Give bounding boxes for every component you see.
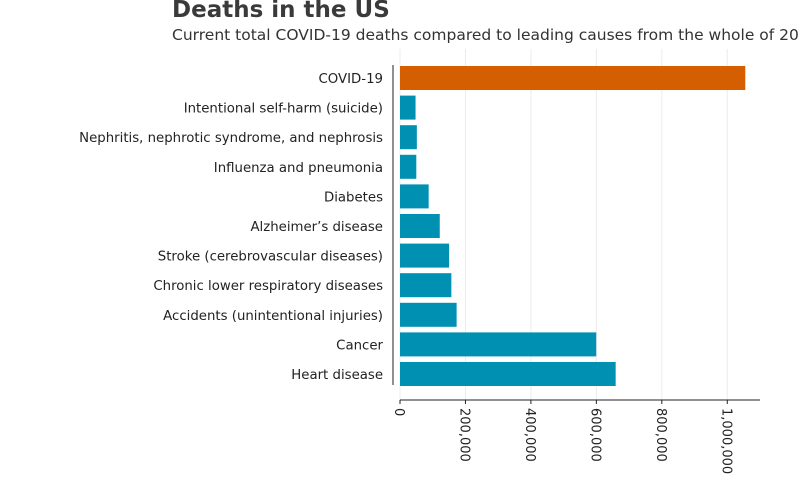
bar	[400, 154, 417, 179]
category-label: Alzheimer’s disease	[250, 220, 383, 235]
category-label: Accidents (unintentional injuries)	[163, 309, 383, 324]
bar	[400, 184, 429, 209]
category-label: Chronic lower respiratory diseases	[153, 279, 383, 294]
bar	[400, 362, 616, 386]
bars	[400, 66, 746, 386]
category-labels: COVID-19 Intentional self-harm (suicide) N…	[79, 72, 383, 383]
chart-title: Deaths in the US	[172, 0, 390, 23]
x-tick-label: 600,000	[587, 408, 602, 462]
x-tick-label: 1,000,000	[718, 408, 733, 474]
category-label: Influenza and pneumonia	[214, 161, 383, 176]
x-tick-label: 800,000	[653, 408, 668, 462]
bar	[400, 302, 457, 327]
bar	[400, 332, 597, 357]
category-label: COVID-19	[319, 72, 384, 87]
bar	[400, 66, 746, 90]
category-label: Stroke (cerebrovascular diseases)	[158, 250, 383, 265]
category-label: Cancer	[336, 338, 383, 353]
x-tick-label: 0	[391, 408, 406, 416]
chart-subtitle: Current total COVID-19 deaths compared t…	[172, 26, 800, 44]
bar	[400, 95, 416, 120]
category-label: Heart disease	[291, 368, 383, 383]
category-label: Nephritis, nephrotic syndrome, and nephr…	[79, 131, 383, 146]
tick-labels: 0 200,000 400,000 600,000 800,000 1,000,000	[391, 408, 733, 474]
x-tick-label: 400,000	[522, 408, 537, 462]
bar	[400, 243, 450, 268]
category-label: Intentional self-harm (suicide)	[184, 102, 383, 117]
category-label: Diabetes	[324, 190, 383, 205]
bar	[400, 214, 440, 238]
x-tick-label: 200,000	[456, 408, 471, 462]
bar	[400, 273, 452, 298]
axes	[392, 65, 760, 404]
bar	[400, 125, 417, 150]
